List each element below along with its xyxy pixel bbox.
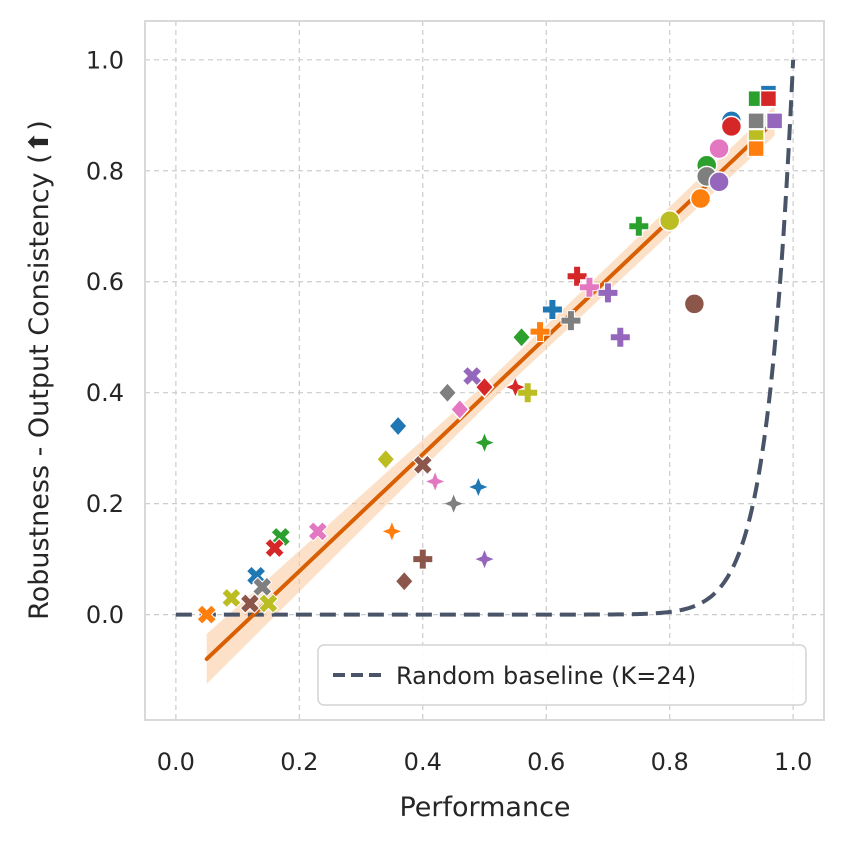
data-point-plus <box>628 215 650 237</box>
plot-frame <box>144 20 825 721</box>
data-point-diamond <box>388 414 409 438</box>
data-point-star <box>426 472 445 491</box>
data-point-circle <box>708 137 730 160</box>
y-tick-label: 1.0 <box>86 46 124 74</box>
data-point-x <box>258 593 279 614</box>
data-point-diamond <box>511 326 532 349</box>
x-tick-label: 0.0 <box>157 748 195 776</box>
data-point-x <box>307 521 329 542</box>
legend-label-random-baseline: Random baseline (K=24) <box>396 662 696 690</box>
data-point-circle <box>683 293 706 315</box>
data-point-circle <box>720 115 743 138</box>
data-point-plus <box>541 298 563 320</box>
legend: Random baseline (K=24) <box>317 644 807 706</box>
data-point-diamond <box>437 381 458 404</box>
data-point-x <box>461 365 483 387</box>
data-point-x <box>221 587 242 609</box>
data-point-plus <box>560 310 582 332</box>
data-point-plus <box>609 326 631 348</box>
data-point-diamond <box>375 448 396 471</box>
data-point-plus <box>597 282 619 304</box>
data-point-diamond <box>449 398 470 421</box>
x-axis-label: Performance <box>399 792 570 823</box>
data-point-square <box>747 139 765 158</box>
data-point-star <box>506 378 525 397</box>
data-point-diamond <box>394 570 415 593</box>
x-tick-label: 0.6 <box>527 748 565 776</box>
data-point-square <box>765 112 784 130</box>
data-point-star <box>475 550 494 569</box>
y-tick-label: 0.4 <box>86 379 124 407</box>
x-ticks: 0.0 0.2 0.4 0.6 0.8 1.0 <box>157 748 812 776</box>
data-point-circle <box>658 209 681 232</box>
x-tick-label: 1.0 <box>774 748 812 776</box>
confidence-band-layer <box>206 105 775 684</box>
data-point-plus <box>412 548 434 570</box>
legend-box <box>317 644 807 706</box>
data-point-star <box>444 494 463 513</box>
data-point-plus <box>529 321 551 343</box>
data-point-star <box>475 433 494 452</box>
y-tick-label: 0.0 <box>86 601 124 629</box>
data-point-x <box>196 604 217 625</box>
points-layer <box>196 84 784 625</box>
y-tick-label: 0.6 <box>86 268 124 296</box>
data-point-x <box>239 593 261 614</box>
y-tick-label: 0.8 <box>86 157 124 185</box>
data-point-star <box>469 478 488 496</box>
data-point-circle <box>689 187 712 210</box>
data-point-square <box>747 112 765 130</box>
baseline-layer <box>175 59 796 617</box>
y-ticks: 0.0 0.2 0.4 0.6 0.8 1.0 <box>86 46 124 629</box>
y-axis-label: Robustness - Output Consistency (⬆) <box>24 120 55 620</box>
x-tick-label: 0.2 <box>280 748 318 776</box>
confidence-band <box>206 105 775 684</box>
data-point-plus <box>578 276 600 298</box>
data-point-x <box>412 454 434 476</box>
data-point-square <box>759 89 778 108</box>
x-tick-label: 0.8 <box>651 748 689 776</box>
x-tick-label: 0.4 <box>404 748 442 776</box>
y-tick-label: 0.2 <box>86 490 124 518</box>
data-point-x <box>264 537 285 559</box>
random-baseline-curve <box>175 59 796 617</box>
data-point-circle <box>708 171 730 193</box>
data-point-star <box>382 522 401 541</box>
